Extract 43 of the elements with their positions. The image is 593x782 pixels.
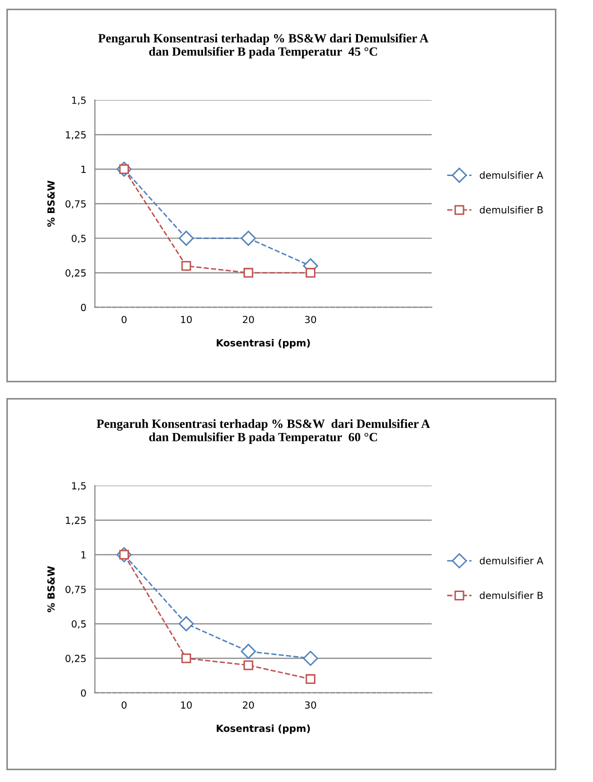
x-tick-label: 20 <box>242 316 254 324</box>
y-tick-label: 1,5 <box>72 96 86 105</box>
y-tick-label: 1 <box>81 551 86 558</box>
x-tick-label: 0 <box>122 701 127 709</box>
y-tick-label: 0,75 <box>66 200 86 209</box>
chart-title: Pengaruh Konsentrasi terhadap % BS&W dari Demulsifier A dan Demulsifier B pada Temperatur 45 °C <box>98 34 428 58</box>
x-tick-label: 30 <box>305 701 316 709</box>
y-tick-label: 0,25 <box>66 269 86 278</box>
point <box>178 230 194 246</box>
point <box>244 268 254 278</box>
y-tick-label: 0,5 <box>72 620 86 629</box>
x-axis-title: Kosentrasi (ppm) <box>216 338 310 348</box>
point <box>181 261 192 271</box>
y-tick-label: 1 <box>81 166 86 173</box>
x-tick-label: 0 <box>122 316 127 324</box>
y-tick-label: 0,25 <box>66 654 86 664</box>
y-tick-label: 1,5 <box>72 482 86 490</box>
chart-title: Pengaruh Konsentrasi terhadap % BS&W dari Demulsifier A dan Demulsifier B pada Temperatur 60 °C <box>96 419 430 444</box>
y-tick-label: 0 <box>81 304 86 312</box>
point <box>302 650 318 666</box>
y-tick-label: 0 <box>81 689 86 697</box>
point <box>178 616 194 632</box>
legend-label: demulsifier A <box>480 171 544 179</box>
x-tick-label: 30 <box>305 316 316 324</box>
x-axis-title: Kosentrasi (ppm) <box>216 724 310 734</box>
y-tick-label: 1,25 <box>66 516 86 525</box>
legend-label: demulsifier B <box>480 206 543 214</box>
legend-label: demulsifier B <box>480 592 543 600</box>
x-tick-label: 10 <box>181 316 192 324</box>
y-tick-label: 0,75 <box>66 586 86 594</box>
point <box>181 653 192 664</box>
y-tick-label: 1,25 <box>66 131 86 140</box>
point <box>306 674 316 684</box>
point <box>240 644 256 659</box>
point <box>240 230 256 246</box>
point <box>244 660 254 670</box>
x-tick-label: 10 <box>181 701 192 709</box>
legend-label: demulsifier A <box>480 556 544 564</box>
point <box>306 268 316 278</box>
y-axis-title: % BS&W <box>47 180 55 227</box>
y-axis-title: % BS&W <box>47 566 55 612</box>
x-tick-label: 20 <box>242 701 254 709</box>
y-tick-label: 0,5 <box>72 234 86 244</box>
